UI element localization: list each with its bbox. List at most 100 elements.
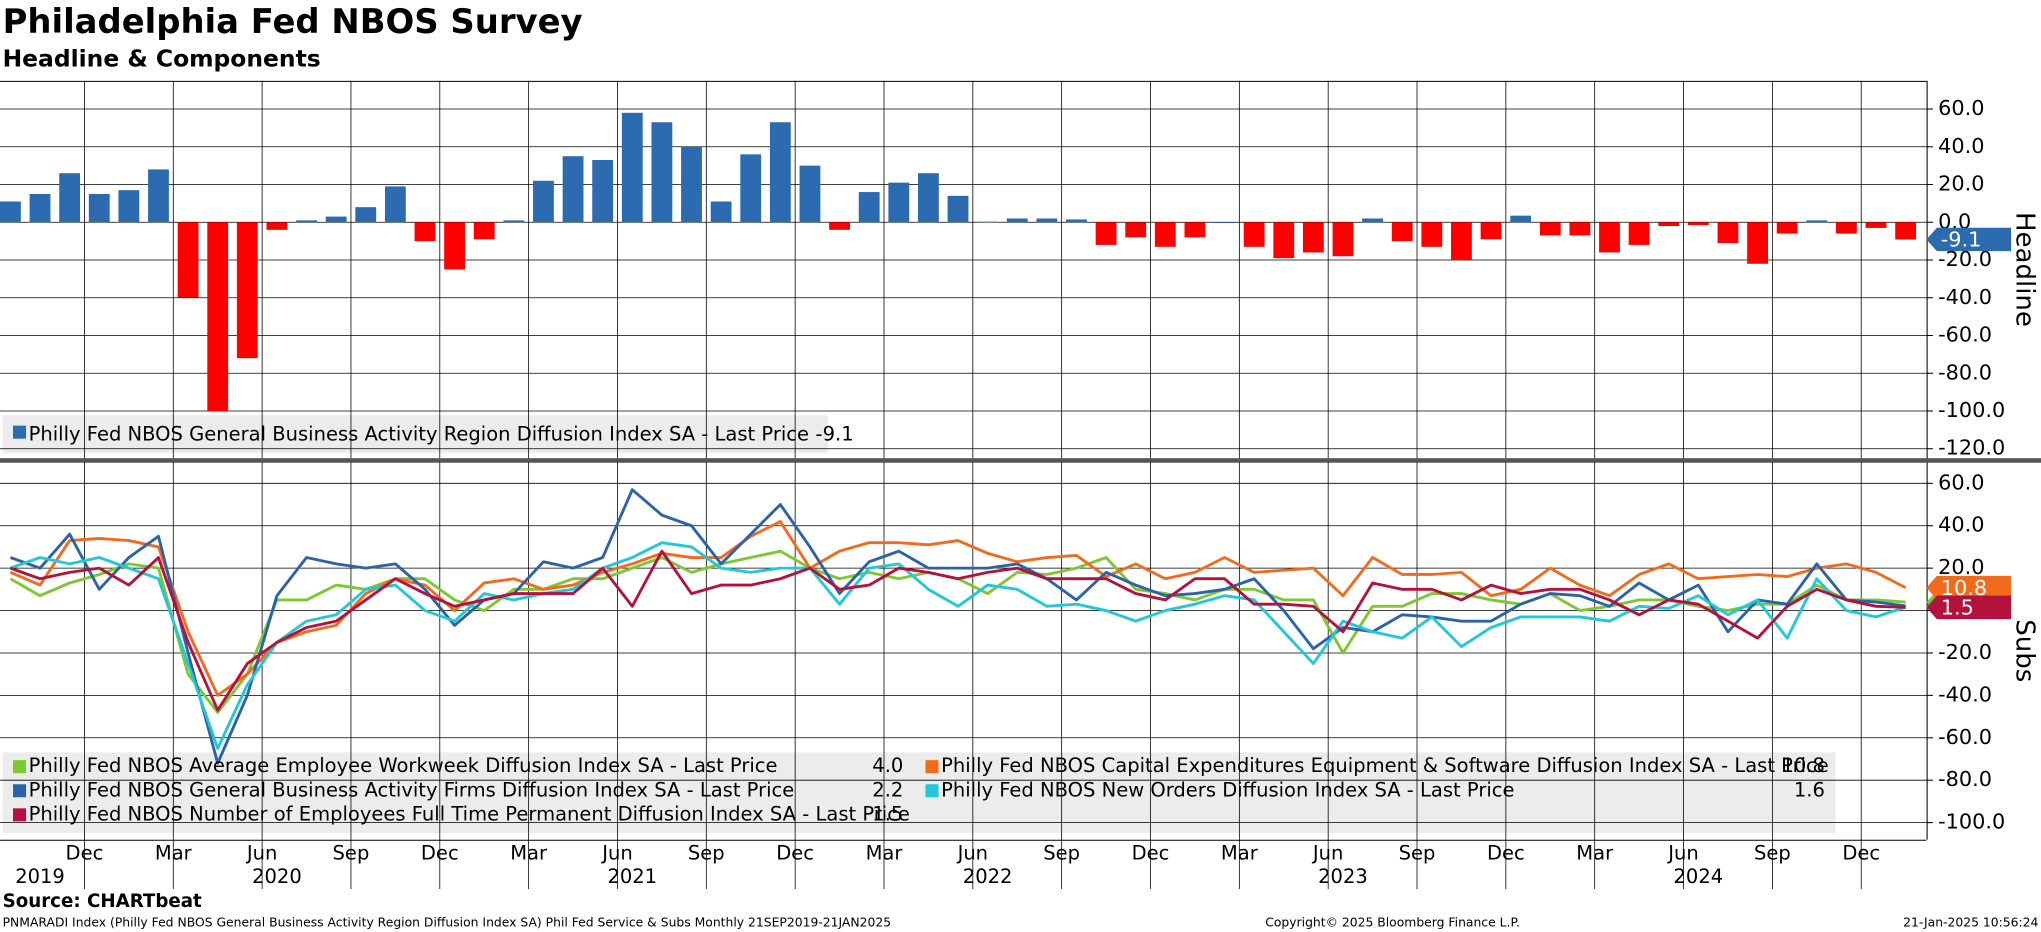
x-tick-label: Dec (66, 841, 104, 864)
bar (236, 222, 258, 359)
bar (681, 146, 702, 223)
x-year-label: 2019 (15, 865, 65, 888)
bar (1243, 222, 1265, 247)
y-tick-label: -20.0 (1938, 247, 1992, 271)
y-tick-label: -80.0 (1938, 767, 1992, 791)
bar (1125, 222, 1147, 238)
legend-swatch (13, 425, 27, 439)
bar (1895, 222, 1917, 240)
x-tick-label: Jun (245, 841, 278, 864)
legend-swatch (13, 760, 27, 774)
legend-value: 4.0 (872, 754, 903, 777)
x-tick-label: Mar (866, 841, 904, 864)
y-tick-label: -40.0 (1938, 285, 1992, 309)
x-tick-label: Mar (1221, 841, 1259, 864)
bar (1332, 222, 1354, 257)
footer-right: 21-Jan-2025 10:56:24 (1903, 915, 2038, 929)
line (9, 549, 1906, 714)
bar (148, 169, 169, 223)
y-tick-label: 60.0 (1938, 470, 1984, 494)
x-tick-label: Dec (421, 841, 459, 864)
bar (1835, 222, 1857, 234)
bar (917, 173, 939, 223)
bar (1717, 222, 1739, 244)
bar (503, 220, 525, 223)
bar (1776, 222, 1798, 234)
bar (1036, 218, 1058, 223)
bar (947, 195, 969, 223)
x-tick-label: Sep (1043, 841, 1080, 864)
bar (1095, 222, 1117, 245)
bar (858, 192, 880, 223)
x-year-label: 2020 (252, 865, 302, 888)
bar (1806, 220, 1828, 223)
bar (1391, 222, 1413, 242)
bar (0, 201, 21, 223)
legend-swatch (925, 784, 939, 798)
y-tick-label: 20.0 (1938, 172, 1984, 196)
bar (444, 222, 466, 270)
legend-box (2, 415, 828, 453)
y-tick-label: -40.0 (1938, 682, 1992, 706)
y-tick-label: -80.0 (1938, 360, 1992, 384)
x-tick-label: Dec (1132, 841, 1170, 864)
x-tick-label: Mar (510, 841, 548, 864)
legend-swatch (13, 808, 27, 822)
legend-value: 1.6 (1794, 778, 1825, 801)
x-tick-label: Jun (1311, 841, 1344, 864)
y-tick-label: 40.0 (1938, 513, 1984, 537)
x-tick-label: Jun (956, 841, 989, 864)
x-tick-label: Sep (688, 841, 725, 864)
line (9, 541, 1907, 750)
legend-value: 1.5 (872, 802, 903, 825)
bar (1184, 222, 1206, 238)
bar (1569, 222, 1591, 236)
last-value-label: -9.1 (1941, 228, 1982, 252)
bar (325, 216, 347, 223)
last-value-tag (1926, 595, 2012, 620)
legend-label: Philly Fed NBOS Average Employee Workwee… (29, 754, 778, 777)
footer-left: PNMARADI Index (Philly Fed NBOS General … (3, 915, 892, 929)
y-tick-label: -60.0 (1938, 323, 1992, 347)
x-tick-label: Jun (1666, 841, 1699, 864)
bar (1865, 222, 1887, 228)
bar (1747, 222, 1768, 264)
bar (1154, 222, 1176, 247)
bar (533, 180, 554, 223)
bar (740, 154, 762, 223)
x-tick-label: Dec (776, 841, 814, 864)
bar (977, 221, 999, 223)
bar (1302, 222, 1324, 253)
y-tick-label: -20.0 (1938, 640, 1992, 664)
bar (29, 193, 51, 223)
x-tick-label: Sep (333, 841, 370, 864)
bar (1451, 222, 1472, 261)
bar (888, 182, 910, 223)
x-year-label: 2022 (963, 865, 1013, 888)
legend-label: Philly Fed NBOS Capital Expenditures Equ… (941, 754, 1829, 777)
bar (1658, 222, 1680, 227)
legend-value: -9.1 (816, 422, 854, 445)
bar (829, 222, 850, 230)
legend-swatch (13, 784, 27, 798)
legend-box (2, 752, 1836, 834)
bar (769, 122, 791, 223)
line (9, 520, 1907, 697)
line (9, 549, 1906, 712)
legend-value: 2.2 (872, 778, 903, 801)
footer-center: Copyright© 2025 Bloomberg Finance L.P. (1265, 915, 1520, 929)
x-tick-label: Dec (1487, 841, 1525, 864)
x-tick-label: Mar (155, 841, 193, 864)
last-value-label: 1.5 (1941, 596, 1974, 620)
bar (473, 222, 495, 240)
x-tick-label: Jun (600, 841, 633, 864)
legend-label: Philly Fed NBOS General Business Activit… (29, 778, 795, 801)
last-value-tag (1926, 227, 2012, 252)
bar (1628, 222, 1650, 245)
bar (384, 186, 406, 223)
bar (799, 165, 821, 223)
bar (118, 190, 140, 223)
bar (1510, 215, 1532, 223)
line (9, 488, 1906, 765)
bar (207, 222, 229, 412)
